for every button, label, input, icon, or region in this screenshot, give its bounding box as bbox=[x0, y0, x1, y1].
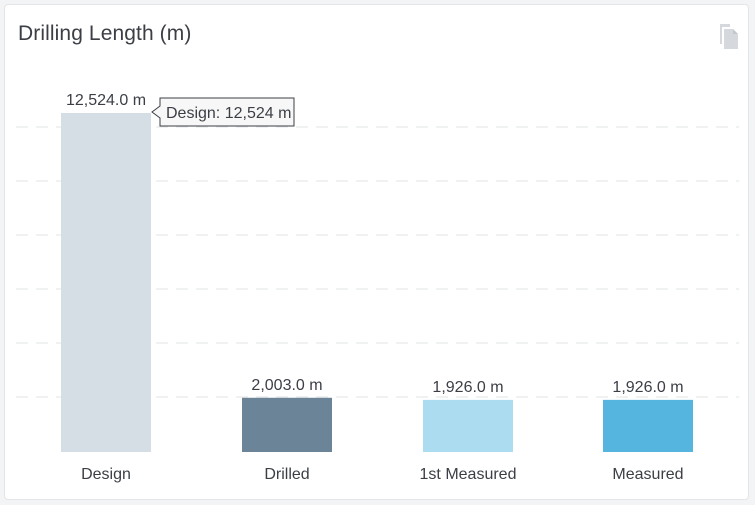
bar-drilled[interactable] bbox=[242, 397, 332, 452]
bar-1st-measured[interactable] bbox=[423, 399, 513, 452]
bar-value-label: 12,524.0 m bbox=[66, 92, 146, 109]
tooltip-text: Design: 12,524 m bbox=[166, 105, 291, 122]
bar-value-label: 2,003.0 m bbox=[251, 377, 322, 394]
tooltip-box bbox=[151, 97, 295, 127]
bar-value-label: 1,926.0 m bbox=[432, 379, 503, 396]
chart-title: Drilling Length (m) bbox=[18, 22, 192, 45]
bar-measured[interactable] bbox=[603, 399, 693, 452]
category-label: Design bbox=[81, 466, 131, 483]
category-label: Drilled bbox=[264, 466, 309, 483]
bar-design[interactable] bbox=[61, 113, 151, 452]
category-label: 1st Measured bbox=[420, 466, 517, 483]
bar-value-label: 1,926.0 m bbox=[612, 379, 683, 396]
copy-icon[interactable] bbox=[716, 21, 742, 51]
category-label: Measured bbox=[612, 466, 683, 483]
